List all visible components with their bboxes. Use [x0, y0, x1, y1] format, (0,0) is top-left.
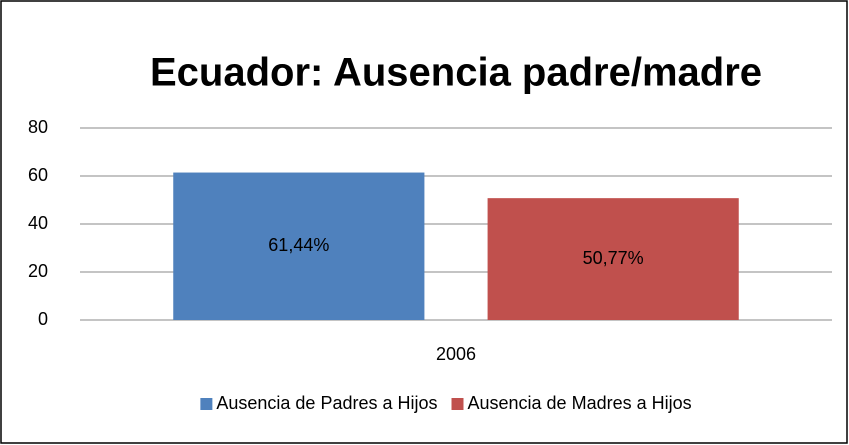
bar [173, 172, 425, 320]
bar [487, 198, 739, 320]
chart-title: Ecuador: Ausencia padre/madre [150, 51, 762, 95]
data-label: 61,44% [268, 235, 329, 255]
y-tick-label: 20 [28, 261, 48, 281]
legend-label: Ausencia de Madres a Hijos [468, 393, 692, 413]
x-tick-label: 2006 [436, 344, 476, 364]
y-tick-label: 80 [28, 117, 48, 137]
y-tick-label: 40 [28, 213, 48, 233]
y-tick-label: 0 [38, 309, 48, 329]
legend-swatch [200, 398, 213, 410]
legend-label: Ausencia de Padres a Hijos [216, 393, 437, 413]
legend-swatch [451, 398, 464, 410]
data-label: 50,77% [583, 248, 644, 268]
y-tick-label: 60 [28, 165, 48, 185]
